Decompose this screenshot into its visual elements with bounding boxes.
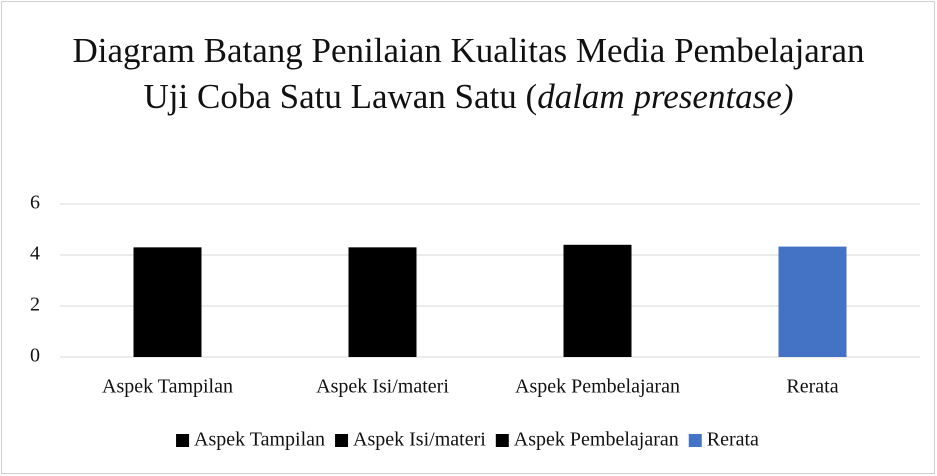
legend-label: Aspek Isi/materi	[353, 429, 486, 451]
bar	[133, 247, 202, 357]
y-tick-label: 0	[30, 345, 40, 367]
legend-label: Aspek Pembelajaran	[514, 429, 679, 451]
legend-swatch	[335, 434, 349, 447]
y-tick-label: 2	[30, 294, 40, 316]
legend-swatch	[495, 434, 509, 447]
bar	[348, 247, 417, 357]
legend-swatch	[176, 434, 190, 447]
legend-swatch	[688, 434, 702, 447]
title-part: dalam presentase)	[537, 77, 794, 116]
chart-title: Diagram Batang Penilaian Kualitas Media …	[70, 28, 867, 120]
y-tick-label: 6	[30, 192, 40, 214]
title-part: Diagram Batang Penilaian Kualitas Media …	[72, 31, 865, 116]
x-tick-label: Aspek Pembelajaran	[515, 376, 680, 398]
legend-label: Rerata	[707, 429, 759, 451]
x-tick-label: Rerata	[786, 376, 838, 398]
bar	[563, 244, 632, 357]
x-tick-label: Aspek Isi/materi	[316, 376, 449, 398]
x-tick-label: Aspek Tampilan	[102, 376, 233, 398]
legend-label: Aspek Tampilan	[194, 429, 325, 451]
bar	[778, 246, 847, 357]
y-tick-label: 4	[30, 243, 40, 265]
